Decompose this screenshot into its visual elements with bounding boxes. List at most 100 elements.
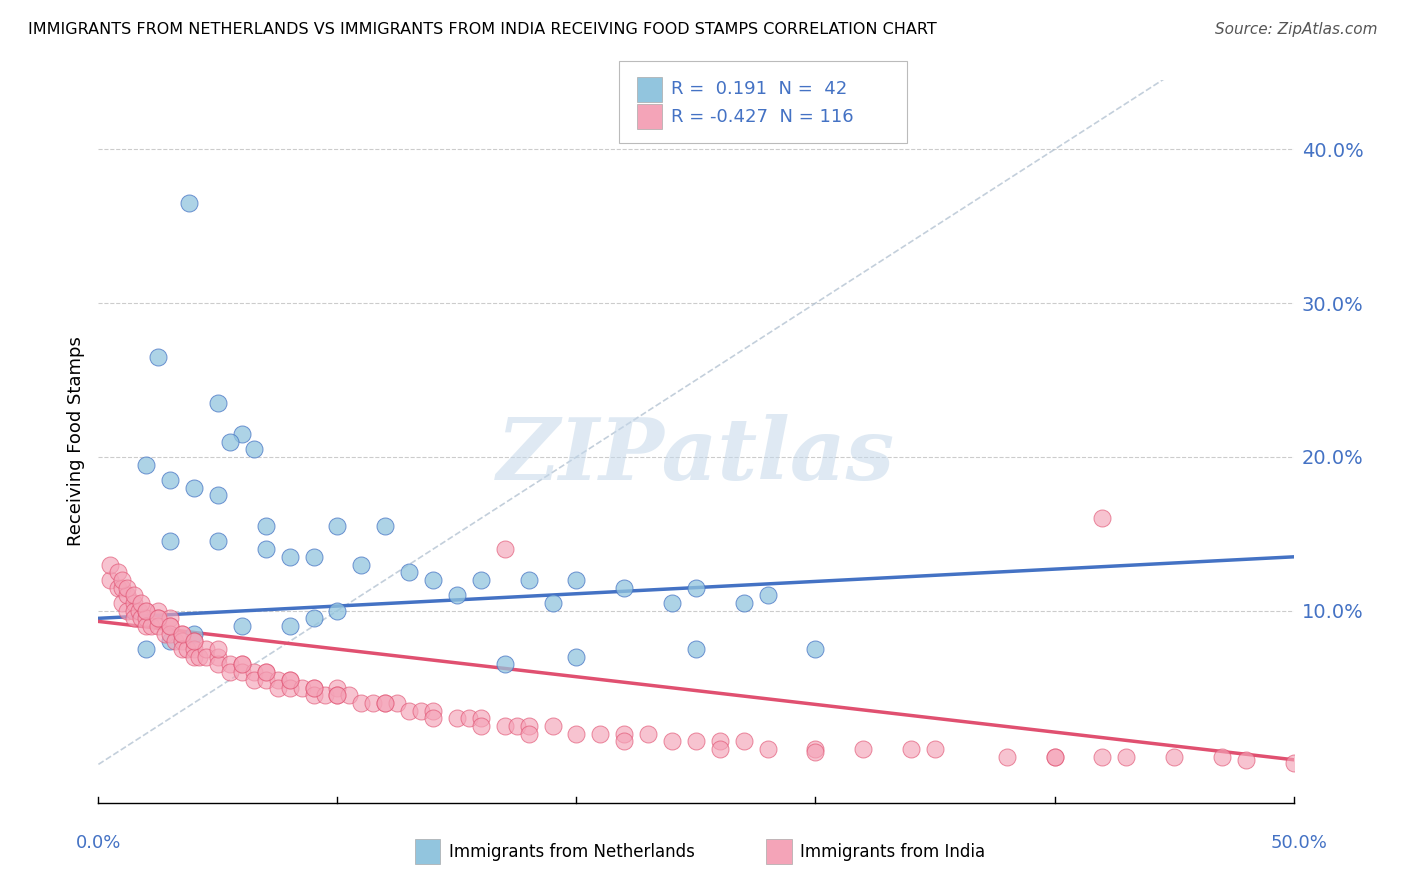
Point [326,688,349,702]
Point [107,565,129,579]
Point [804,742,827,756]
Point [339,688,361,702]
Point [1043,749,1066,764]
Point [124,596,146,610]
Point [115,604,138,618]
Point [506,719,529,733]
Point [183,634,205,648]
Point [207,642,229,657]
Text: 0.0%: 0.0% [76,834,121,852]
Point [135,604,157,618]
Point [159,619,181,633]
Point [159,611,181,625]
Text: R = -0.427  N = 116: R = -0.427 N = 116 [671,108,853,126]
Text: IMMIGRANTS FROM NETHERLANDS VS IMMIGRANTS FROM INDIA RECEIVING FOOD STAMPS CORRE: IMMIGRANTS FROM NETHERLANDS VS IMMIGRANT… [28,22,936,37]
Point [159,634,181,648]
Point [541,596,564,610]
Y-axis label: Receiving Food Stamps: Receiving Food Stamps [66,336,84,547]
Point [315,688,337,702]
Point [613,734,636,748]
Point [1234,753,1257,767]
Point [374,519,396,533]
Point [422,704,444,718]
Point [1282,756,1305,770]
Point [350,696,373,710]
Point [685,642,707,657]
Point [131,611,153,625]
Point [494,719,516,733]
Text: Immigrants from Netherlands: Immigrants from Netherlands [449,843,695,861]
Point [278,673,301,687]
Point [115,588,138,602]
Point [363,696,385,710]
Point [172,626,194,640]
Point [187,649,209,664]
Text: R =  0.191  N =  42: R = 0.191 N = 42 [671,80,846,98]
Point [195,642,218,657]
Point [685,734,707,748]
Point [398,565,420,579]
Point [139,619,162,633]
Point [1091,511,1114,525]
Point [135,458,157,472]
Point [254,519,277,533]
Point [900,742,922,756]
Point [183,649,205,664]
Point [159,626,181,640]
Point [733,596,755,610]
Text: Source: ZipAtlas.com: Source: ZipAtlas.com [1215,22,1378,37]
Point [159,473,181,487]
Point [111,581,134,595]
Point [183,634,205,648]
Point [148,619,170,633]
Point [385,696,409,710]
Point [1163,749,1185,764]
Point [159,619,181,633]
Point [219,665,242,680]
Point [637,726,659,740]
Point [374,696,396,710]
Point [131,596,153,610]
Point [661,734,683,748]
Point [231,619,253,633]
Point [172,626,194,640]
Text: 50.0%: 50.0% [1271,834,1327,852]
Point [302,549,325,564]
Point [231,665,253,680]
Point [148,611,170,625]
Point [446,711,468,725]
Point [302,681,325,695]
Point [243,673,266,687]
Point [494,542,516,557]
Point [254,673,277,687]
Point [517,726,540,740]
Point [278,619,301,633]
Point [302,688,325,702]
Point [243,442,266,457]
Point [924,742,946,756]
Point [517,719,540,733]
Point [1211,749,1233,764]
Text: Immigrants from India: Immigrants from India [800,843,986,861]
Point [470,719,492,733]
Point [159,534,181,549]
Point [756,588,779,602]
Point [148,604,170,618]
Point [243,665,266,680]
Point [98,558,122,572]
Point [231,657,253,672]
Point [207,534,229,549]
Point [172,634,194,648]
Point [302,611,325,625]
Point [995,749,1018,764]
Point [278,673,301,687]
Point [231,657,253,672]
Point [422,711,444,725]
Point [661,596,683,610]
Point [176,642,198,657]
Point [207,649,229,664]
Point [685,581,707,595]
Text: ZIPatlas: ZIPatlas [496,414,896,498]
Point [219,657,242,672]
Point [124,604,146,618]
